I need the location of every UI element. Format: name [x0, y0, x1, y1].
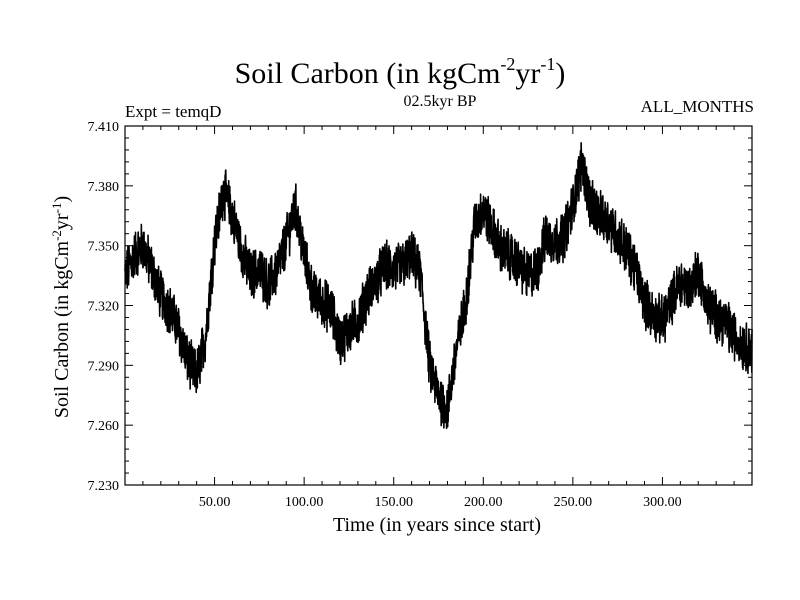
svg-text:Soil Carbon (in kgCm-2yr-1): Soil Carbon (in kgCm-2yr-1) [49, 196, 74, 418]
x-axis-title: Time (in years since start) [333, 514, 541, 536]
y-tick-label: 7.380 [88, 180, 120, 195]
y-tick-label: 7.290 [88, 359, 120, 374]
x-tick-label: 200.00 [464, 495, 503, 510]
x-tick-label: 100.00 [285, 495, 324, 510]
months-label: ALL_MONTHS [640, 97, 754, 116]
x-tick-label: 250.00 [554, 495, 593, 510]
x-tick-label: 150.00 [374, 495, 413, 510]
y-tick-label: 7.260 [88, 419, 120, 434]
plot-frame [124, 125, 753, 486]
series-line [124, 142, 753, 429]
period-label: 02.5kyr BP [403, 93, 477, 110]
y-axis-title: Soil Carbon (in kgCm-2yr-1) [49, 196, 74, 418]
x-tick-label: 50.00 [199, 495, 231, 510]
x-tick-label: 300.00 [643, 495, 682, 510]
experiment-label: Expt = temqD [125, 102, 222, 121]
y-tick-label: 7.230 [88, 479, 120, 494]
y-tick-label: 7.320 [88, 300, 120, 315]
y-tick-label: 7.350 [88, 240, 120, 255]
y-tick-label: 7.410 [88, 120, 120, 135]
chart-title: Soil Carbon (in kgCm-2yr-1) [234, 54, 566, 90]
